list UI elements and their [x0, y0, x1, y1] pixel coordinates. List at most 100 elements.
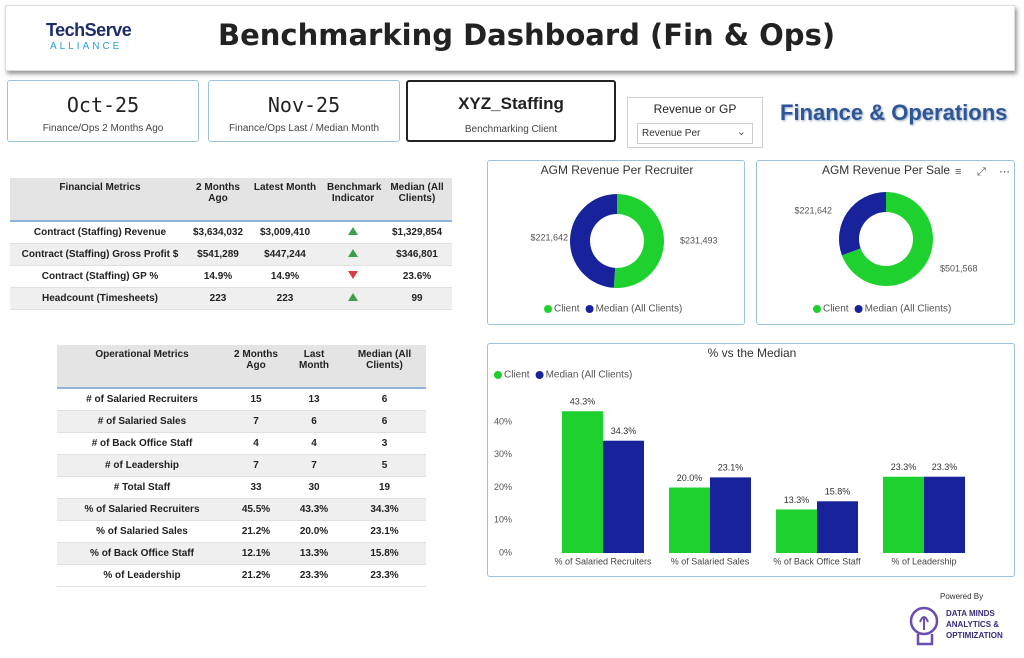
table-row: % of Salaried Recruiters 45.5% 43.3% 34.3%: [57, 498, 426, 521]
cell: $346,801: [382, 243, 452, 266]
cell: 6: [343, 410, 426, 433]
cell: 13.3%: [285, 542, 343, 565]
bar-chart: % vs the Median Client Median (All Clients…: [494, 346, 965, 566]
header-row: Operational Metrics 2 Months Ago Last Mont…: [57, 345, 426, 389]
slicer-dropdown[interactable]: Revenue Per ⌄: [637, 123, 753, 144]
cell: 15.8%: [343, 542, 426, 565]
cell: 4: [285, 432, 343, 455]
data-table: Operational Metrics 2 Months Ago Last Mont…: [57, 345, 426, 587]
y-tick-label: 30%: [494, 449, 512, 459]
data-label: 20.0%: [677, 473, 703, 483]
indicator-down: [348, 271, 358, 279]
x-tick-label: % of Back Office Staff: [773, 556, 861, 566]
table-row: % of Salaried Sales 21.2% 20.0% 23.1%: [57, 520, 426, 543]
visual-icon: ≡: [955, 166, 961, 178]
bar: [562, 411, 603, 553]
legend-label: Client: [823, 304, 849, 315]
header-row: Financial Metrics 2 Months Ago Latest Mont…: [10, 178, 452, 222]
data-label: $231,493: [680, 235, 718, 245]
indicator-cell: [324, 265, 382, 288]
bar: [603, 440, 644, 553]
legend-marker: [494, 371, 502, 379]
card-label: Benchmarking Client: [464, 124, 558, 135]
x-tick-label: % of Salaried Recruiters: [554, 556, 652, 566]
cell: 99: [382, 287, 452, 310]
bar: [710, 477, 751, 553]
cell: 14.9%: [246, 265, 324, 288]
row-label: Contract (Staffing) GP %: [10, 265, 190, 288]
cell: 19: [343, 476, 426, 499]
column-header: Median (All Clients): [343, 345, 426, 389]
table-row: # of Leadership 7 7 5: [57, 454, 426, 477]
legend-marker: [535, 371, 544, 379]
indicator-up: [348, 227, 358, 235]
powered-by: Powered By: [940, 592, 984, 601]
cell: 20.0%: [285, 520, 343, 543]
cell: 223: [190, 287, 246, 310]
cell: 33: [227, 476, 285, 499]
bar: [776, 509, 817, 553]
cell: $447,244: [246, 243, 324, 266]
column-header: Benchmark Indicator: [324, 178, 382, 222]
cell: 223: [246, 287, 324, 310]
chart-title: % vs the Median: [708, 346, 797, 360]
brand-line: OPTIMIZATION: [946, 631, 1003, 640]
table-row: % of Back Office Staff 12.1% 13.3% 15.8%: [57, 542, 426, 565]
bar: [669, 487, 710, 553]
legend-label: Client: [504, 370, 530, 381]
row-label: % of Salaried Recruiters: [57, 498, 227, 521]
cell: 3: [343, 432, 426, 455]
cell: 4: [227, 432, 285, 455]
row-label: % of Salaried Sales: [57, 520, 227, 543]
donut-slice: [613, 194, 665, 288]
cell: 45.5%: [227, 498, 285, 521]
bar: [924, 476, 965, 553]
table-row: # of Back Office Staff 4 4 3: [57, 432, 426, 455]
data-label: 15.8%: [825, 487, 851, 497]
x-tick-label: % of Salaried Sales: [671, 556, 750, 566]
table-row: Contract (Staffing) Gross Profit $ $541,2…: [10, 243, 452, 266]
legend-label: Median (All Clients): [865, 304, 952, 315]
cell: 13: [285, 388, 343, 411]
column-header: Latest Month: [246, 178, 324, 222]
table-row: # Total Staff 33 30 19: [57, 476, 426, 499]
visual-icon: ⤢: [977, 166, 986, 178]
row-label: Headcount (Timesheets): [10, 287, 190, 310]
y-tick-label: 40%: [494, 416, 512, 426]
donut-chart: AGM Revenue Per Recruiter $231,493 $221,64…: [530, 163, 718, 314]
row-label: % of Leadership: [57, 564, 227, 587]
legend-marker: [544, 305, 552, 313]
data-table: Financial Metrics 2 Months Ago Latest Mont…: [10, 178, 452, 310]
legend-marker: [585, 305, 594, 313]
donut-slice: [570, 194, 617, 288]
cell: 7: [285, 454, 343, 477]
data-label: 23.3%: [891, 462, 917, 472]
table-row: # of Salaried Sales 7 6 6: [57, 410, 426, 433]
card-value: Oct-25: [66, 93, 140, 117]
cell: 23.1%: [343, 520, 426, 543]
brand-line: DATA MINDS: [946, 609, 995, 618]
indicator-triangle: [348, 293, 358, 301]
kpi-card: Oct-25 Finance/Ops 2 Months Ago: [7, 80, 199, 142]
data-label: 34.3%: [611, 426, 637, 436]
table: Operational Metrics 2 Months Ago Last Mont…: [57, 345, 426, 587]
card-label: Finance/Ops Last / Median Month: [228, 123, 380, 134]
cell: 14.9%: [190, 265, 246, 288]
column-header: Median (All Clients): [382, 178, 452, 222]
cell: 43.3%: [285, 498, 343, 521]
cell: 34.3%: [343, 498, 426, 521]
logo-tagline: ALLIANCE: [50, 41, 123, 52]
cell: 7: [227, 454, 285, 477]
column-header: 2 Months Ago: [227, 345, 285, 389]
section-title: Finance & Operations: [780, 100, 1008, 125]
donut-chart: AGM Revenue Per Sale ≡ ⤢ ⋯ $501,568 $221,642 C…: [794, 163, 1010, 315]
table-row: % of Leadership 21.2% 23.3% 23.3%: [57, 564, 426, 587]
cell: 5: [343, 454, 426, 477]
slicer[interactable]: Revenue or GP Revenue Per ⌄: [627, 97, 763, 148]
cell: 12.1%: [227, 542, 285, 565]
cell: 6: [285, 410, 343, 433]
data-label: 23.3%: [932, 462, 958, 472]
cell: 23.3%: [285, 564, 343, 587]
y-tick-label: 10%: [494, 515, 512, 525]
data-label: 43.3%: [570, 397, 596, 407]
